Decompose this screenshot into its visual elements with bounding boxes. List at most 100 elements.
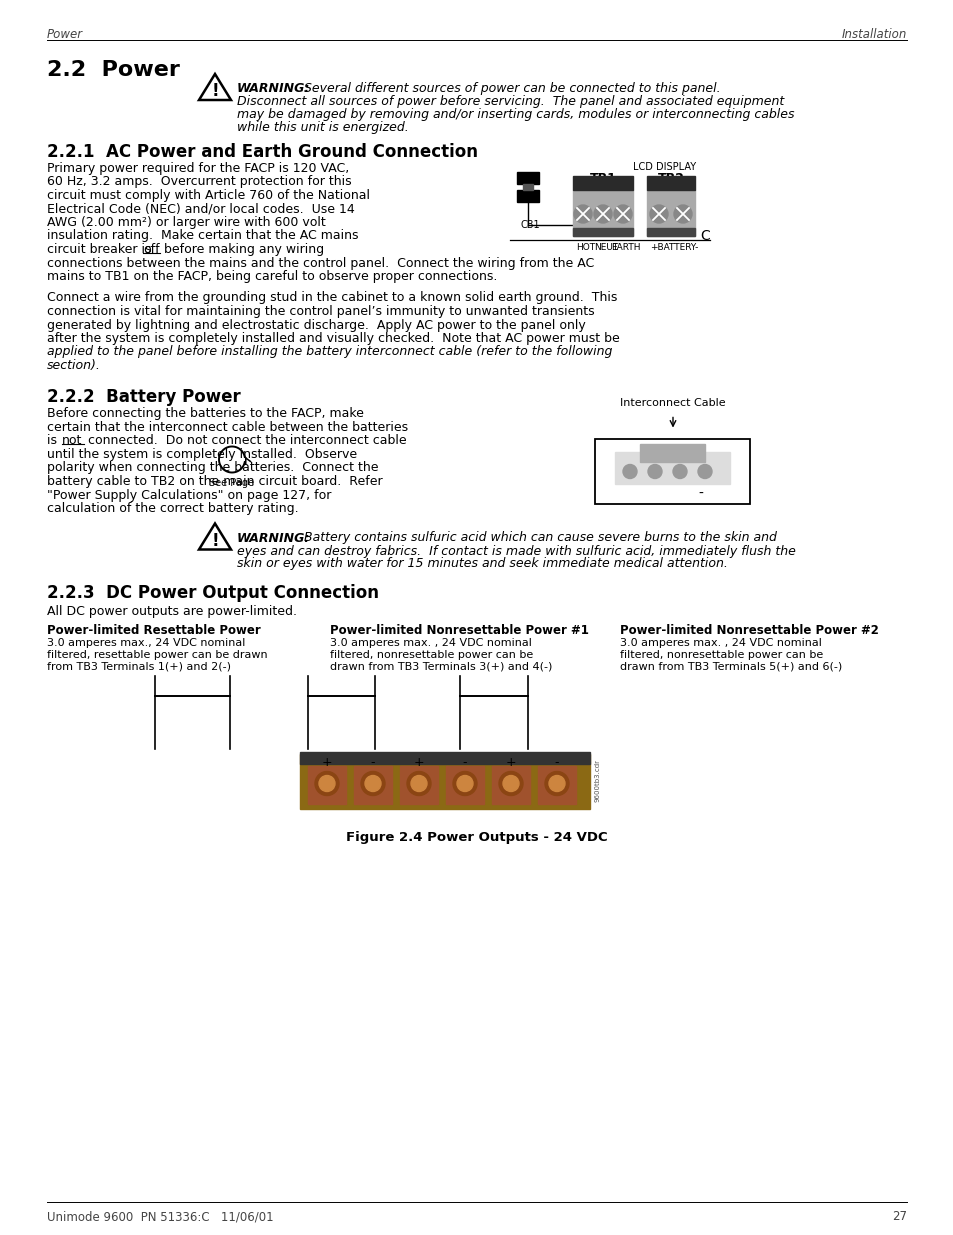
- Text: NEUT: NEUT: [594, 243, 618, 252]
- Text: WARNING:: WARNING:: [236, 82, 310, 95]
- Bar: [517, 190, 538, 203]
- Text: before making any wiring: before making any wiring: [160, 243, 324, 256]
- Bar: [354, 766, 392, 804]
- Text: Disconnect all sources of power before servicing.  The panel and associated equi: Disconnect all sources of power before s…: [236, 95, 783, 107]
- Text: until the system is completely installed.  Observe: until the system is completely installed…: [47, 448, 356, 461]
- Text: circuit must comply with Article 760 of the National: circuit must comply with Article 760 of …: [47, 189, 370, 203]
- Bar: [646, 177, 695, 190]
- Text: -: -: [371, 757, 375, 769]
- Bar: [573, 228, 633, 236]
- Text: section).: section).: [47, 359, 101, 372]
- Text: +BATTERY-: +BATTERY-: [649, 243, 698, 252]
- Bar: [299, 752, 589, 763]
- Text: TB2: TB2: [657, 172, 683, 185]
- Text: connection is vital for maintaining the control panel’s immunity to unwanted tra: connection is vital for maintaining the …: [47, 305, 594, 317]
- Circle shape: [453, 772, 476, 795]
- Text: 60 Hz, 3.2 amps.  Overcurrent protection for this: 60 Hz, 3.2 amps. Overcurrent protection …: [47, 175, 352, 189]
- Text: 5: 5: [506, 810, 515, 824]
- Circle shape: [647, 464, 661, 478]
- Text: circuit breaker is: circuit breaker is: [47, 243, 155, 256]
- Text: 3: 3: [415, 810, 423, 824]
- Text: 9600tb3.cdr: 9600tb3.cdr: [595, 760, 600, 803]
- Text: Battery contains sulfuric acid which can cause severe burns to the skin and: Battery contains sulfuric acid which can…: [299, 531, 776, 545]
- Text: drawn from TB3 Terminals 5(+) and 6(-): drawn from TB3 Terminals 5(+) and 6(-): [619, 662, 841, 672]
- Text: applied to the panel before installing the battery interconnect cable (refer to : applied to the panel before installing t…: [47, 346, 612, 358]
- Text: Power-limited Resettable Power: Power-limited Resettable Power: [47, 624, 260, 636]
- Text: battery cable to TB2 on the main circuit board.  Refer: battery cable to TB2 on the main circuit…: [47, 475, 382, 488]
- Text: eyes and can destroy fabrics.  If contact is made with sulfuric acid, immediatel: eyes and can destroy fabrics. If contact…: [236, 545, 795, 557]
- Circle shape: [360, 772, 385, 795]
- Text: filtered, resettable power can be drawn: filtered, resettable power can be drawn: [47, 650, 268, 659]
- Text: generated by lightning and electrostatic discharge.  Apply AC power to the panel: generated by lightning and electrostatic…: [47, 319, 585, 331]
- Bar: [595, 438, 749, 504]
- Text: connections between the mains and the control panel.  Connect the wiring from th: connections between the mains and the co…: [47, 257, 594, 269]
- Text: drawn from TB3 Terminals 3(+) and 4(-): drawn from TB3 Terminals 3(+) and 4(-): [330, 662, 552, 672]
- Text: TB1: TB1: [589, 172, 616, 185]
- Text: may be damaged by removing and/or inserting cards, modules or interconnecting ca: may be damaged by removing and/or insert…: [236, 107, 794, 121]
- Text: 3.0 amperes max. , 24 VDC nominal: 3.0 amperes max. , 24 VDC nominal: [619, 637, 821, 647]
- Text: 2: 2: [368, 810, 377, 824]
- Text: +: +: [505, 757, 516, 769]
- Text: while this unit is energized.: while this unit is energized.: [236, 121, 408, 135]
- Text: -: -: [462, 757, 467, 769]
- Circle shape: [698, 464, 711, 478]
- Text: Power: Power: [47, 28, 83, 41]
- Text: Installation: Installation: [841, 28, 906, 41]
- Circle shape: [502, 776, 518, 792]
- Bar: [573, 177, 633, 190]
- Text: insulation rating.  Make certain that the AC mains: insulation rating. Make certain that the…: [47, 230, 358, 242]
- Text: EARTH: EARTH: [610, 243, 639, 252]
- Circle shape: [672, 464, 686, 478]
- Text: off: off: [143, 243, 159, 256]
- Text: is: is: [47, 435, 61, 447]
- Circle shape: [614, 205, 631, 224]
- Text: WARNING:: WARNING:: [236, 531, 310, 545]
- Text: All DC power outputs are power-limited.: All DC power outputs are power-limited.: [47, 605, 296, 619]
- Circle shape: [456, 776, 473, 792]
- Bar: [522, 184, 533, 190]
- Text: +: +: [321, 757, 332, 769]
- Text: after the system is completely installed and visually checked.  Note that AC pow: after the system is completely installed…: [47, 332, 619, 345]
- Text: connected.  Do not connect the interconnect cable: connected. Do not connect the interconne…: [84, 435, 406, 447]
- Text: 27: 27: [891, 1210, 906, 1223]
- Text: from TB3 Terminals 1(+) and 2(-): from TB3 Terminals 1(+) and 2(-): [47, 662, 231, 672]
- Text: Primary power required for the FACP is 120 VAC,: Primary power required for the FACP is 1…: [47, 162, 349, 175]
- Text: Several different sources of power can be connected to this panel.: Several different sources of power can b…: [299, 82, 720, 95]
- Bar: [308, 766, 346, 804]
- Bar: [646, 228, 695, 236]
- Text: "Power Supply Calculations" on page 127, for: "Power Supply Calculations" on page 127,…: [47, 489, 331, 501]
- Text: mains to TB1 on the FACP, being careful to observe proper connections.: mains to TB1 on the FACP, being careful …: [47, 270, 497, 283]
- Text: CB1: CB1: [520, 220, 540, 230]
- Circle shape: [314, 772, 338, 795]
- Text: !: !: [211, 531, 218, 550]
- Circle shape: [365, 776, 380, 792]
- Circle shape: [498, 772, 522, 795]
- Text: certain that the interconnect cable between the batteries: certain that the interconnect cable betw…: [47, 421, 408, 433]
- Text: 4: 4: [460, 810, 469, 824]
- Text: Interconnect Cable: Interconnect Cable: [619, 399, 725, 409]
- Circle shape: [594, 205, 612, 224]
- Circle shape: [574, 205, 592, 224]
- Bar: [615, 452, 729, 483]
- Text: not: not: [62, 435, 83, 447]
- Text: 3.0 amperes max., 24 VDC nominal: 3.0 amperes max., 24 VDC nominal: [47, 637, 245, 647]
- Text: filtered, nonresettable power can be: filtered, nonresettable power can be: [619, 650, 822, 659]
- Text: 2.2.3  DC Power Output Connection: 2.2.3 DC Power Output Connection: [47, 583, 378, 601]
- Text: skin or eyes with water for 15 minutes and seek immediate medical attention.: skin or eyes with water for 15 minutes a…: [236, 557, 727, 571]
- Bar: [446, 766, 483, 804]
- Bar: [517, 172, 538, 184]
- Bar: [646, 190, 695, 236]
- Text: AWG (2.00 mm²) or larger wire with 600 volt: AWG (2.00 mm²) or larger wire with 600 v…: [47, 216, 325, 228]
- Text: 2.2.1  AC Power and Earth Ground Connection: 2.2.1 AC Power and Earth Ground Connecti…: [47, 143, 477, 161]
- Text: Unimode 9600  PN 51336:C   11/06/01: Unimode 9600 PN 51336:C 11/06/01: [47, 1210, 274, 1223]
- Circle shape: [673, 205, 691, 224]
- Circle shape: [649, 205, 667, 224]
- Circle shape: [622, 464, 637, 478]
- Text: -: -: [554, 757, 558, 769]
- Text: 2.2  Power: 2.2 Power: [47, 61, 180, 80]
- Bar: [639, 443, 704, 462]
- Circle shape: [548, 776, 564, 792]
- Bar: [573, 190, 633, 236]
- Text: HOT: HOT: [576, 243, 595, 252]
- Text: 2.2.2  Battery Power: 2.2.2 Battery Power: [47, 389, 240, 406]
